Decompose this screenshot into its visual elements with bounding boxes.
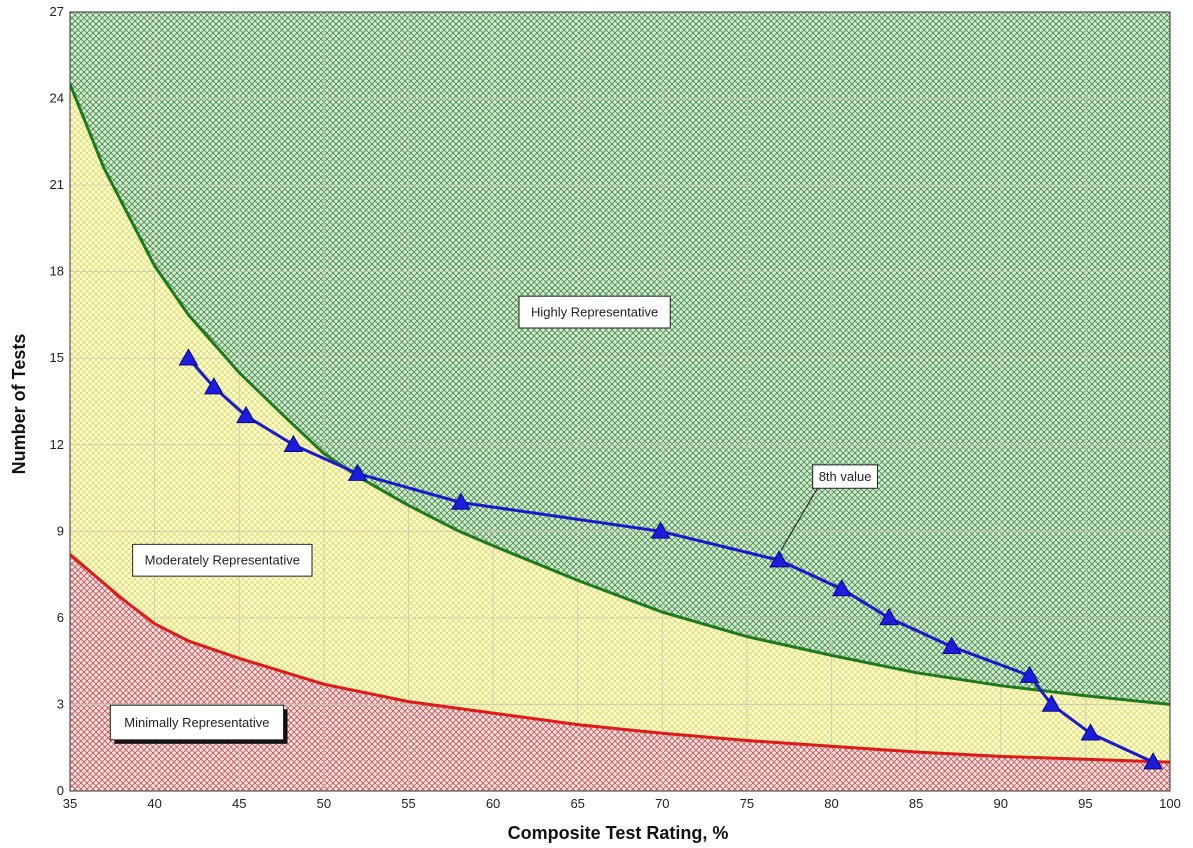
annotation-2: Minimally Representative <box>109 704 288 744</box>
y-tick-label: 6 <box>57 610 64 625</box>
data-point-marker <box>451 492 471 510</box>
data-point-marker <box>1019 665 1040 683</box>
x-tick-label: 85 <box>909 796 923 811</box>
data-point-marker <box>1080 723 1101 741</box>
plot-frame <box>69 11 1171 792</box>
x-tick-label: 45 <box>232 796 246 811</box>
x-tick-label: 50 <box>317 796 331 811</box>
annotation-box <box>812 464 878 489</box>
data-point-marker <box>236 405 256 424</box>
y-tick-label: 12 <box>50 437 64 452</box>
x-tick-label: 55 <box>401 796 415 811</box>
annotation-box <box>518 295 671 329</box>
data-point-marker <box>283 434 304 453</box>
x-tick-label: 35 <box>63 796 77 811</box>
x-tick-label: 75 <box>740 796 754 811</box>
annotation-3: 8th value <box>812 464 878 489</box>
y-tick-label: 15 <box>50 350 64 365</box>
annotation-label: 8th value <box>819 469 872 484</box>
y-tick-label: 21 <box>50 177 64 192</box>
x-axis-title: Composite Test Rating, % <box>508 823 729 843</box>
annotation-box <box>109 704 285 741</box>
data-point-marker <box>831 579 852 597</box>
annotation-label: Minimally Representative <box>124 715 269 730</box>
y-tick-label: 24 <box>50 91 64 106</box>
region-minimally-representative <box>70 554 1170 791</box>
annotation-1: Moderately Representative <box>132 543 313 577</box>
data-point-marker <box>347 463 368 481</box>
data-point-marker <box>203 377 224 395</box>
x-tick-label: 70 <box>655 796 669 811</box>
data-point-marker <box>1143 752 1163 770</box>
annotation-label: Moderately Representative <box>145 553 300 568</box>
annotation-box <box>132 543 313 577</box>
data-point-marker <box>650 521 671 539</box>
curve-green <box>70 83 1170 706</box>
x-tick-label: 90 <box>994 796 1008 811</box>
x-tick-label: 65 <box>570 796 584 811</box>
x-tick-label: 40 <box>147 796 161 811</box>
y-tick-label: 9 <box>57 523 64 538</box>
x-tick-label: 95 <box>1078 796 1092 811</box>
data-point-marker <box>941 636 962 654</box>
curve-red <box>70 553 1170 764</box>
annotation-label: Highly Representative <box>531 305 658 320</box>
region-moderately-representative <box>70 84 1170 763</box>
y-tick-label: 3 <box>57 696 64 711</box>
data-point-marker <box>769 550 789 568</box>
data-point-marker <box>178 348 199 366</box>
grid <box>69 11 1171 792</box>
annotation-0: Highly Representative <box>518 295 671 329</box>
data-point-marker <box>1041 694 1062 712</box>
x-tick-label: 100 <box>1159 796 1181 811</box>
x-tick-label: 80 <box>824 796 838 811</box>
y-axis-title: Number of Tests <box>9 334 29 475</box>
annotation-leader-line <box>780 478 824 551</box>
data-point-marker <box>879 607 899 626</box>
y-tick-label: 0 <box>57 783 64 798</box>
y-tick-label: 18 <box>50 264 64 279</box>
x-tick-label: 60 <box>486 796 500 811</box>
y-tick-label: 27 <box>50 4 64 19</box>
